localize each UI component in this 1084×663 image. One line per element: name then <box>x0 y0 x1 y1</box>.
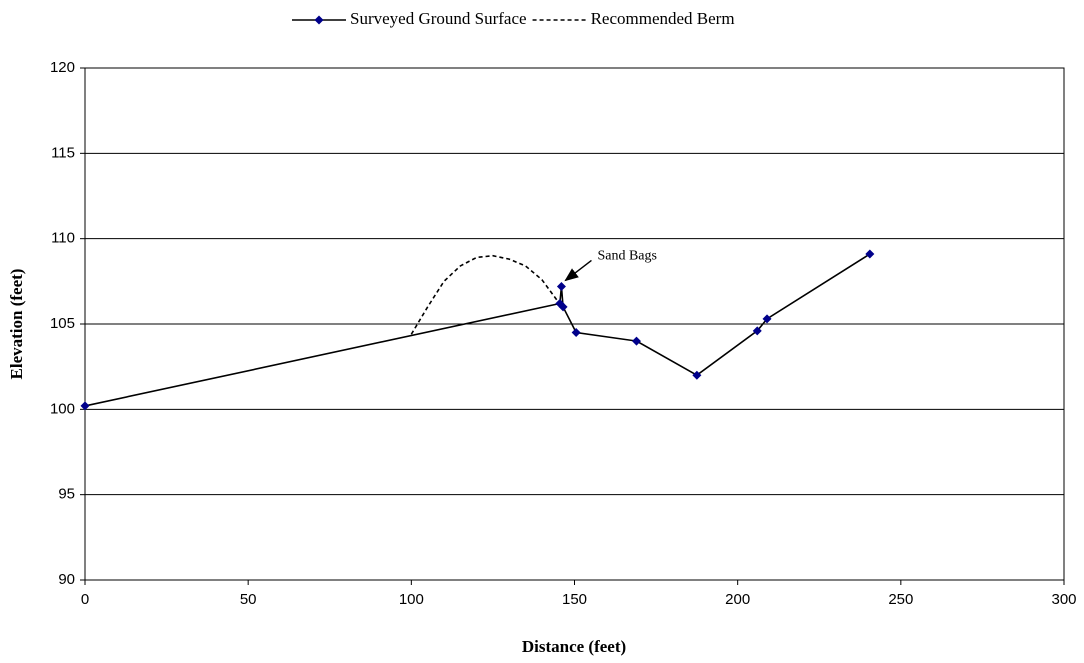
x-tick-label: 250 <box>888 591 913 608</box>
annotation-arrow <box>564 259 592 282</box>
x-tick-label: 200 <box>725 591 750 608</box>
point-marker <box>632 336 642 346</box>
point-marker <box>556 281 566 291</box>
point-marker <box>80 401 90 411</box>
x-tick-label: 100 <box>399 591 424 608</box>
x-tick-label: 0 <box>81 591 89 608</box>
annotation: Sand Bags <box>597 249 657 264</box>
point-marker <box>558 302 568 312</box>
y-tick-label: 95 <box>58 486 75 503</box>
y-tick-label: 120 <box>50 59 75 76</box>
y-axis-label: Elevation (feet) <box>7 269 26 380</box>
y-tick-label: 110 <box>51 230 75 247</box>
point-marker <box>865 249 875 259</box>
x-axis-label: Distance (feet) <box>522 637 626 656</box>
point-marker <box>692 370 702 380</box>
series-line <box>410 254 559 335</box>
legend-label: Surveyed Ground Surface <box>350 9 527 28</box>
y-tick-label: 90 <box>58 571 75 588</box>
series-line <box>84 253 871 407</box>
y-tick-label: 115 <box>51 144 75 161</box>
point-marker <box>762 314 772 324</box>
point-marker <box>752 326 762 336</box>
point-marker <box>571 328 581 338</box>
legend-label: Recommended Berm <box>591 9 735 28</box>
y-tick-label: 100 <box>50 400 75 417</box>
x-tick-label: 50 <box>240 591 257 608</box>
x-tick-label: 300 <box>1051 591 1076 608</box>
legend-marker <box>314 15 324 25</box>
plot-border <box>84 67 1065 581</box>
y-tick-label: 105 <box>50 315 75 332</box>
x-tick-label: 150 <box>562 591 587 608</box>
